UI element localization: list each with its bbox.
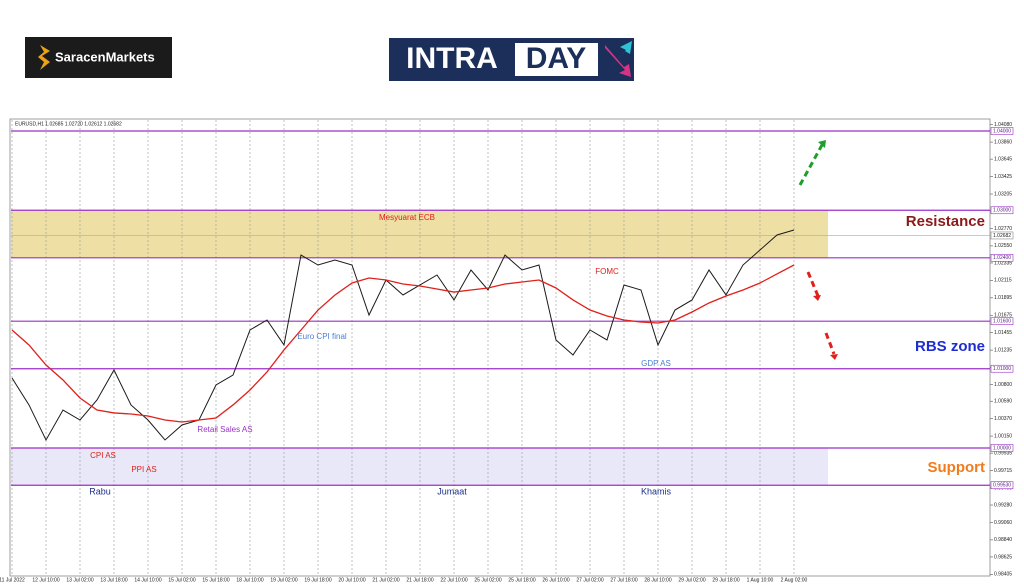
x-tick-label: 27 Jul 02:00 [576, 577, 603, 583]
ma-line [11, 264, 795, 423]
y-tick-label: 1.01235 [994, 347, 1012, 353]
x-tick-label: 21 Jul 02:00 [372, 577, 399, 583]
arrow-up-head [818, 140, 826, 148]
arrow-down-head [813, 295, 821, 301]
x-tick-label: 19 Jul 18:00 [304, 577, 331, 583]
y-tick-label: 0.98625 [994, 554, 1012, 560]
y-tick-label: 1.03425 [994, 174, 1012, 180]
current-price-box [990, 231, 1014, 240]
y-tick-label: 1.01455 [994, 330, 1012, 336]
current-price-label: 1.02682 [993, 233, 1011, 239]
banner-arrow-down [605, 45, 631, 77]
arrow-down-head [830, 354, 838, 360]
level-label: 1.00000 [993, 445, 1011, 451]
brand-icon [38, 45, 50, 70]
level-label-box [990, 127, 1014, 135]
level-label-box [990, 364, 1014, 373]
x-tick-label: 12 Jul 10:00 [32, 577, 59, 583]
annotation: GDP AS [641, 359, 671, 368]
y-tick-label: 1.02115 [994, 278, 1012, 284]
price-line [11, 229, 795, 442]
y-tick-label: 0.99935 [994, 450, 1012, 456]
y-tick-label: 1.03645 [994, 156, 1012, 162]
y-tick-label: 1.02770 [994, 226, 1012, 232]
brand-logo [25, 37, 172, 78]
x-tick-label: 25 Jul 18:00 [508, 577, 535, 583]
x-tick-label: 15 Jul 18:00 [202, 577, 229, 583]
brand-name: SaracenMarkets [55, 49, 155, 64]
annotation: Euro CPI final [297, 332, 347, 341]
x-tick-label: 26 Jul 10:00 [542, 577, 569, 583]
annotation: FOMC [595, 267, 619, 276]
x-tick-label: 15 Jul 02:00 [168, 577, 195, 583]
level-label-box [990, 253, 1014, 262]
y-tick-label: 0.98405 [994, 572, 1012, 578]
x-tick-label: 29 Jul 18:00 [712, 577, 739, 583]
annotation: Mesyuarat ECB [379, 213, 435, 222]
y-tick-label: 1.01895 [994, 295, 1012, 301]
x-tick-label: 1 Aug 10:00 [747, 577, 774, 583]
y-tick-label: 1.02335 [994, 260, 1012, 266]
level-label-box [990, 317, 1014, 325]
y-tick-label: 0.98840 [994, 537, 1012, 543]
x-tick-label: 25 Jul 02:00 [474, 577, 501, 583]
x-tick-label: 14 Jul 10:00 [134, 577, 161, 583]
x-tick-label: 28 Jul 10:00 [644, 577, 671, 583]
zone-label: Support [928, 459, 986, 476]
x-tick-label: 13 Jul 02:00 [66, 577, 93, 583]
banner-arrow-up [604, 41, 632, 74]
y-tick-label: 1.00590 [994, 399, 1012, 405]
x-tick-label: 27 Jul 18:00 [610, 577, 637, 583]
annotation: Khamis [641, 486, 672, 496]
y-tick-label: 0.99060 [994, 520, 1012, 526]
zone [11, 447, 828, 486]
level-label: 1.01000 [993, 366, 1011, 372]
level-label: 1.01600 [993, 319, 1011, 325]
annotation: Rabu [89, 486, 111, 496]
level-label-box [990, 481, 1014, 490]
y-tick-label: 0.99280 [994, 502, 1012, 508]
plot-frame [9, 118, 991, 577]
zone-label: RBS zone [915, 338, 985, 355]
y-tick-label: 1.03205 [994, 191, 1012, 197]
arrow-up [798, 144, 824, 186]
x-tick-label: 2 Aug 02:00 [781, 577, 808, 583]
level-label: 1.04000 [993, 128, 1011, 134]
banner-left: INTRA [406, 42, 498, 75]
level-label: 1.02400 [993, 255, 1011, 261]
x-tick-label: 21 Jul 18:00 [406, 577, 433, 583]
x-tick-label: 13 Jul 18:00 [100, 577, 127, 583]
x-tick-label: 20 Jul 10:00 [338, 577, 365, 583]
y-tick-label: 1.04080 [994, 122, 1012, 128]
arrow-down [824, 332, 836, 355]
level-label: 0.99530 [993, 483, 1011, 489]
x-tick-label: 19 Jul 02:00 [270, 577, 297, 583]
annotation: CPI AS [90, 451, 116, 460]
arrow-down [806, 271, 820, 297]
y-tick-label: 1.00150 [994, 433, 1012, 439]
chart-header: EURUSD,H1 1.02685 1.02720 1.02612 1.0268… [15, 121, 122, 127]
annotation: Retail Sales AS [197, 425, 252, 434]
x-tick-label: 22 Jul 10:00 [440, 577, 467, 583]
annotation: PPI AS [131, 465, 156, 474]
banner-right: DAY [526, 42, 587, 75]
y-tick-label: 1.03860 [994, 139, 1012, 145]
x-tick-label: 11 Jul 2022 [0, 577, 25, 583]
y-tick-label: 1.00800 [994, 382, 1012, 388]
y-tick-label: 1.01675 [994, 313, 1012, 319]
zone-label: Resistance [906, 213, 985, 230]
level-label-box [990, 206, 1014, 215]
annotation: Jumaat [437, 486, 467, 496]
y-tick-label: 1.00370 [994, 416, 1012, 422]
y-tick-label: 1.02550 [994, 243, 1012, 249]
level-label: 1.03000 [993, 208, 1011, 214]
banner-inner [515, 43, 598, 76]
level-label-box [990, 444, 1014, 452]
x-tick-label: 29 Jul 02:00 [678, 577, 705, 583]
y-tick-label: 0.99715 [994, 468, 1012, 474]
x-tick-label: 18 Jul 10:00 [236, 577, 263, 583]
